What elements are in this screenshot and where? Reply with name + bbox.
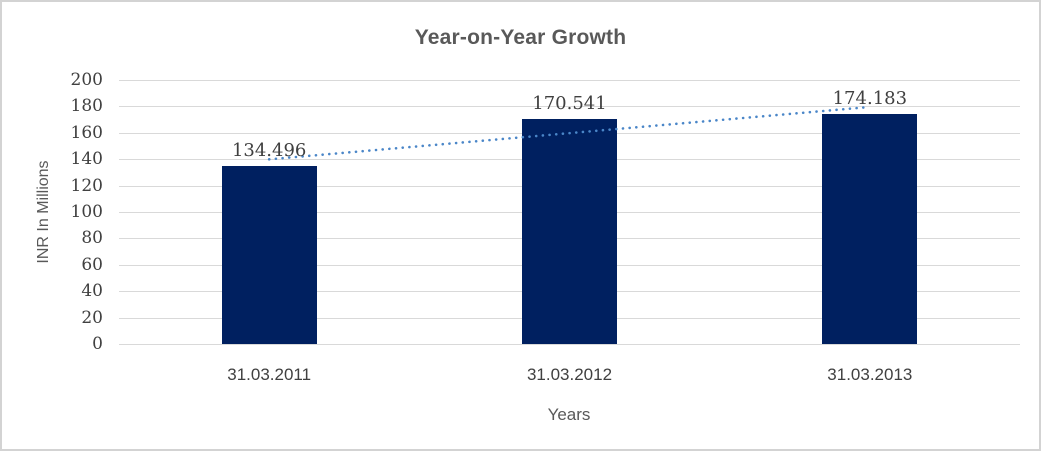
x-tick-label: 31.03.2013 [827, 365, 913, 384]
bar-data-label: 170.541 [532, 92, 607, 114]
y-tick-label: 20 [81, 307, 103, 328]
chart-title: Year-on-Year Growth [414, 26, 627, 49]
bar-31.03.2011 [221, 166, 317, 344]
bar-data-label: 134.496 [231, 140, 307, 162]
y-tick-label: 140 [70, 149, 103, 170]
y-tick-label: 100 [70, 202, 103, 222]
bar-data-label: 174.183 [832, 88, 908, 110]
y-tick-label: 60 [81, 254, 103, 275]
y-tick-label: 180 [70, 96, 103, 117]
plot-area [119, 80, 1020, 345]
y-tick-label: 200 [70, 70, 103, 90]
gridline [119, 344, 1020, 345]
y-tick-label: 120 [70, 175, 103, 196]
y-tick-label: 0 [92, 334, 103, 354]
x-tick-label: 31.03.2012 [526, 365, 613, 384]
gridline [119, 80, 1020, 81]
y-tick-label: 40 [81, 281, 103, 302]
x-axis-title: Years [547, 405, 591, 424]
bar-31.03.2012 [522, 118, 617, 344]
y-tick-label: 160 [70, 122, 103, 143]
y-tick-label: 80 [81, 228, 103, 249]
bar-31.03.2013 [822, 114, 918, 344]
x-tick-label: 31.03.2011 [227, 365, 312, 384]
